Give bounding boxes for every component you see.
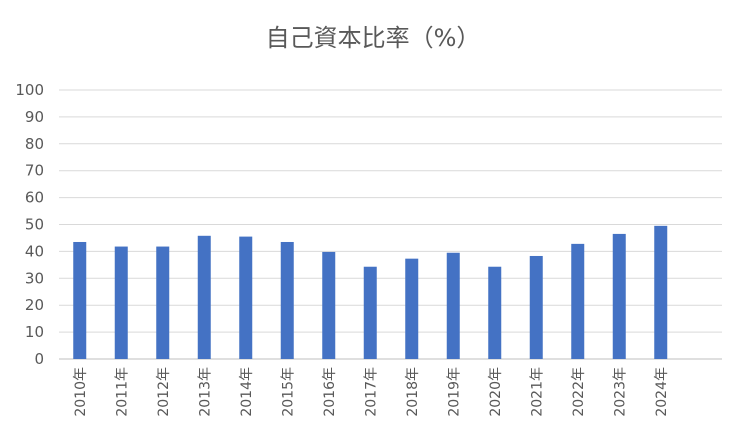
bar-2021年 <box>529 255 543 359</box>
x-tick-label: 2022年 <box>571 367 587 417</box>
bar-2022年 <box>571 243 585 359</box>
y-tick-label: 100 <box>15 81 44 99</box>
bar-2020年 <box>488 266 502 359</box>
x-tick-label: 2020年 <box>488 367 504 417</box>
bars <box>73 225 668 359</box>
x-tick-label: 2017年 <box>363 367 379 417</box>
y-tick-label: 80 <box>25 135 44 153</box>
x-tick-label: 2012年 <box>156 367 172 417</box>
chart-title: 自己資本比率（%） <box>266 24 481 52</box>
y-tick-label: 50 <box>25 216 44 234</box>
bar-2015年 <box>280 241 294 359</box>
y-tick-label: 30 <box>25 269 44 287</box>
x-tick-label: 2018年 <box>405 367 421 417</box>
y-tick-label: 40 <box>25 242 44 260</box>
x-tick-label: 2023年 <box>612 367 628 417</box>
y-tick-label: 90 <box>25 108 44 126</box>
x-tick-label: 2015年 <box>280 367 296 417</box>
x-tick-label: 2013年 <box>197 367 213 417</box>
bar-2023年 <box>612 233 626 359</box>
y-tick-label: 20 <box>25 296 44 314</box>
x-tick-label: 2024年 <box>654 367 670 417</box>
y-tick-label: 60 <box>25 189 44 207</box>
bar-2010年 <box>73 241 87 359</box>
x-tick-label: 2010年 <box>73 367 89 417</box>
bar-2019年 <box>446 252 460 359</box>
bar-2014年 <box>239 236 253 359</box>
bar-2013年 <box>197 235 211 359</box>
y-axis-ticks: 0 10 20 30 40 50 60 70 80 90 100 <box>15 81 44 368</box>
y-tick-label: 70 <box>25 162 44 180</box>
bar-2016年 <box>322 251 336 359</box>
x-tick-label: 2016年 <box>322 367 338 417</box>
x-tick-label: 2011年 <box>114 367 130 417</box>
x-axis-ticks: 2010年 2011年 2012年 2013年 2014年 2015年 2016年 2017年… <box>73 367 670 417</box>
bar-2017年 <box>363 266 377 359</box>
x-tick-label: 2019年 <box>446 367 462 417</box>
bar-2024年 <box>654 225 668 359</box>
y-tick-label: 0 <box>34 350 44 368</box>
bar-2012年 <box>156 246 170 359</box>
x-tick-label: 2021年 <box>529 367 545 417</box>
bar-2011年 <box>114 246 128 359</box>
bar-2018年 <box>405 258 419 359</box>
gridlines <box>59 89 722 360</box>
y-tick-label: 10 <box>25 323 44 341</box>
x-tick-label: 2014年 <box>239 367 255 417</box>
